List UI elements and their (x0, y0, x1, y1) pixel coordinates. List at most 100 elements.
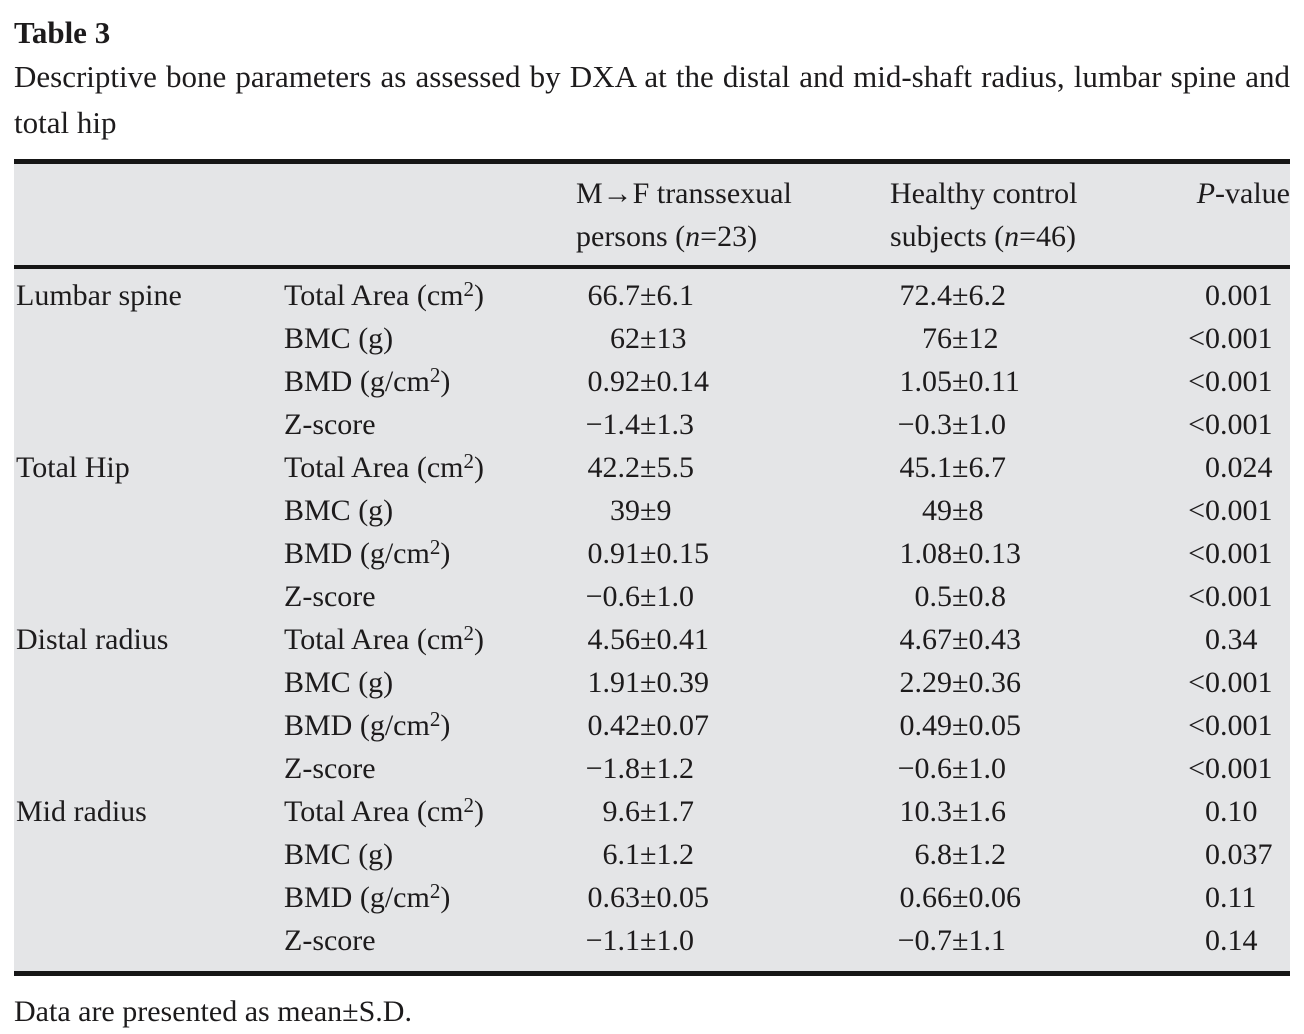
table-row: Distal radius Total Area (cm2) 4.56 ±0.41 4.… (14, 618, 1290, 661)
cell-mf-value-lead: −1.1 (585, 924, 640, 957)
row-parameter-label: Z-score (284, 752, 376, 785)
cell-mf-value-trail: ±1.2 (640, 838, 694, 871)
superscript: 2 (463, 449, 475, 473)
row-parameter-label: Z-score (284, 580, 376, 613)
table-row: BMC (g) 39 ±9 49 ±8 <0.001 (14, 489, 1290, 532)
cell-p-value-trail: .001 (1220, 279, 1273, 312)
cell-mf-value-lead: 0.42 (587, 709, 641, 742)
row-parameter-label: Total Area (cm2) (284, 793, 484, 829)
cell-mf-value-lead: 6.1 (602, 838, 641, 871)
cell-p-value-trail: .001 (1220, 494, 1273, 527)
column-header-control-line1: Healthy control (890, 177, 1078, 210)
cell-control-value-trail: ±8 (952, 494, 984, 527)
cell-mf-value-lead: 62 (610, 322, 640, 355)
cell-control-value-lead: 45.1 (899, 451, 953, 484)
table-row: BMD (g/cm2) 0.42 ±0.07 0.49 ±0.05 <0.001 (14, 704, 1290, 747)
cell-mf-value: 6.1 ±1.2 (576, 833, 890, 876)
cell-control-value-lead: 49 (922, 494, 952, 527)
cell-mf-value-lead: −0.6 (585, 580, 640, 613)
row-region-label (14, 747, 284, 790)
cell-mf-value-lead: 0.63 (587, 881, 641, 914)
cell-control-value: 6.8 ±1.2 (890, 833, 1182, 876)
cell-mf-value: −1.1 ±1.0 (576, 919, 890, 962)
cell-p-value: 0.11 (1182, 876, 1290, 919)
table-row: BMC (g) 62 ±13 76 ±12 <0.001 (14, 317, 1290, 360)
cell-p-value-trail: .001 (1220, 752, 1273, 785)
table-row: BMD (g/cm2) 0.63 ±0.05 0.66 ±0.06 0.11 (14, 876, 1290, 919)
cell-control-value-trail: ±1.6 (952, 795, 1006, 828)
row-region-label: Total Hip (16, 451, 130, 484)
table-row: Z-score −1.1 ±1.0 −0.7 ±1.1 0.14 (14, 919, 1290, 962)
cell-p-value-lead: <0 (1188, 408, 1220, 441)
cell-control-value-lead: 0.49 (899, 709, 953, 742)
row-region-label (14, 360, 284, 403)
cell-p-value-lead: <0 (1188, 709, 1220, 742)
cell-mf-value: 4.56 ±0.41 (576, 618, 890, 661)
cell-mf-value: 9.6 ±1.7 (576, 790, 890, 833)
cell-mf-value-trail: ±5.5 (640, 451, 694, 484)
table-row: Z-score −1.4 ±1.3 −0.3 ±1.0 <0.001 (14, 403, 1290, 446)
cell-p-value: <0.001 (1182, 360, 1290, 403)
superscript: 2 (463, 277, 475, 301)
cell-mf-value: −0.6 ±1.0 (576, 575, 890, 618)
table-label: Table 3 (14, 15, 111, 50)
cell-p-value-lead: 0 (1205, 838, 1220, 871)
cell-control-value: 10.3 ±1.6 (890, 790, 1182, 833)
superscript: 2 (429, 535, 441, 559)
table-row: BMD (g/cm2) 0.91 ±0.15 1.08 ±0.13 <0.001 (14, 532, 1290, 575)
table-row: Total Hip Total Area (cm2) 42.2 ±5.5 45.1 ±6.… (14, 446, 1290, 489)
cell-mf-value: 1.91 ±0.39 (576, 661, 890, 704)
cell-control-value: −0.3 ±1.0 (890, 403, 1182, 446)
cell-control-value: 49 ±8 (890, 489, 1182, 532)
table-row: BMC (g) 1.91 ±0.39 2.29 ±0.36 <0.001 (14, 661, 1290, 704)
row-region-label (14, 317, 284, 360)
cell-mf-value-trail: ±1.7 (640, 795, 694, 828)
cell-control-value-trail: ±1.2 (952, 838, 1006, 871)
table-caption: Descriptive bone parameters as assessed … (14, 59, 1290, 140)
superscript: 2 (429, 363, 441, 387)
cell-mf-value-trail: ±0.14 (640, 365, 709, 398)
row-parameter-label: Total Area (cm2) (284, 621, 484, 657)
cell-p-value-lead: 0 (1205, 279, 1220, 312)
cell-mf-value: 62 ±13 (576, 317, 890, 360)
cell-mf-value-lead: 1.91 (587, 666, 641, 699)
cell-p-value-trail: .024 (1220, 451, 1273, 484)
column-header-control-line2: subjects (n=46) (890, 220, 1077, 253)
cell-mf-value: 0.91 ±0.15 (576, 532, 890, 575)
table-row: Z-score −0.6 ±1.0 0.5 ±0.8 <0.001 (14, 575, 1290, 618)
cell-mf-value: −1.4 ±1.3 (576, 403, 890, 446)
cell-control-value-trail: ±12 (952, 322, 999, 355)
cell-p-value-trail: .34 (1220, 623, 1258, 656)
table-row: Z-score −1.8 ±1.2 −0.6 ±1.0 <0.001 (14, 747, 1290, 790)
cell-control-value-lead: −0.6 (897, 752, 952, 785)
cell-p-value-lead: <0 (1188, 752, 1220, 785)
cell-control-value-lead: 0.66 (899, 881, 953, 914)
table-row: Mid radius Total Area (cm2) 9.6 ±1.7 10.3 ±1.… (14, 790, 1290, 833)
row-region-label (14, 575, 284, 618)
cell-control-value-trail: ±1.1 (952, 924, 1006, 957)
cell-p-value: <0.001 (1182, 661, 1290, 704)
cell-mf-value: 0.92 ±0.14 (576, 360, 890, 403)
table-top-rule (14, 159, 1290, 164)
row-parameter-label: BMC (g) (284, 666, 394, 699)
cell-mf-value-lead: 0.92 (587, 365, 641, 398)
cell-control-value-trail: ±6.2 (952, 279, 1006, 312)
cell-p-value-trail: .10 (1220, 795, 1258, 828)
row-parameter-label: BMD (g/cm2) (284, 879, 451, 915)
column-header-control-group: Healthy control subjects (n=46) (890, 172, 1182, 258)
cell-mf-value-trail: ±0.41 (640, 623, 709, 656)
table-header-rule (14, 265, 1290, 269)
cell-control-value: −0.7 ±1.1 (890, 919, 1182, 962)
cell-control-value-lead: 0.5 (914, 580, 953, 613)
cell-control-value-trail: ±6.7 (952, 451, 1006, 484)
table-row: BMC (g) 6.1 ±1.2 6.8 ±1.2 0.037 (14, 833, 1290, 876)
cell-control-value: −0.6 ±1.0 (890, 747, 1182, 790)
cell-p-value: <0.001 (1182, 747, 1290, 790)
row-parameter-label: BMC (g) (284, 494, 394, 527)
row-parameter-label: BMC (g) (284, 322, 394, 355)
cell-mf-value: 42.2 ±5.5 (576, 446, 890, 489)
cell-control-value-trail: ±0.8 (952, 580, 1006, 613)
cell-p-value: <0.001 (1182, 403, 1290, 446)
row-region-label: Mid radius (16, 795, 147, 828)
table-header-row: M→F transsexual persons (n=23) Healthy c… (14, 164, 1290, 265)
